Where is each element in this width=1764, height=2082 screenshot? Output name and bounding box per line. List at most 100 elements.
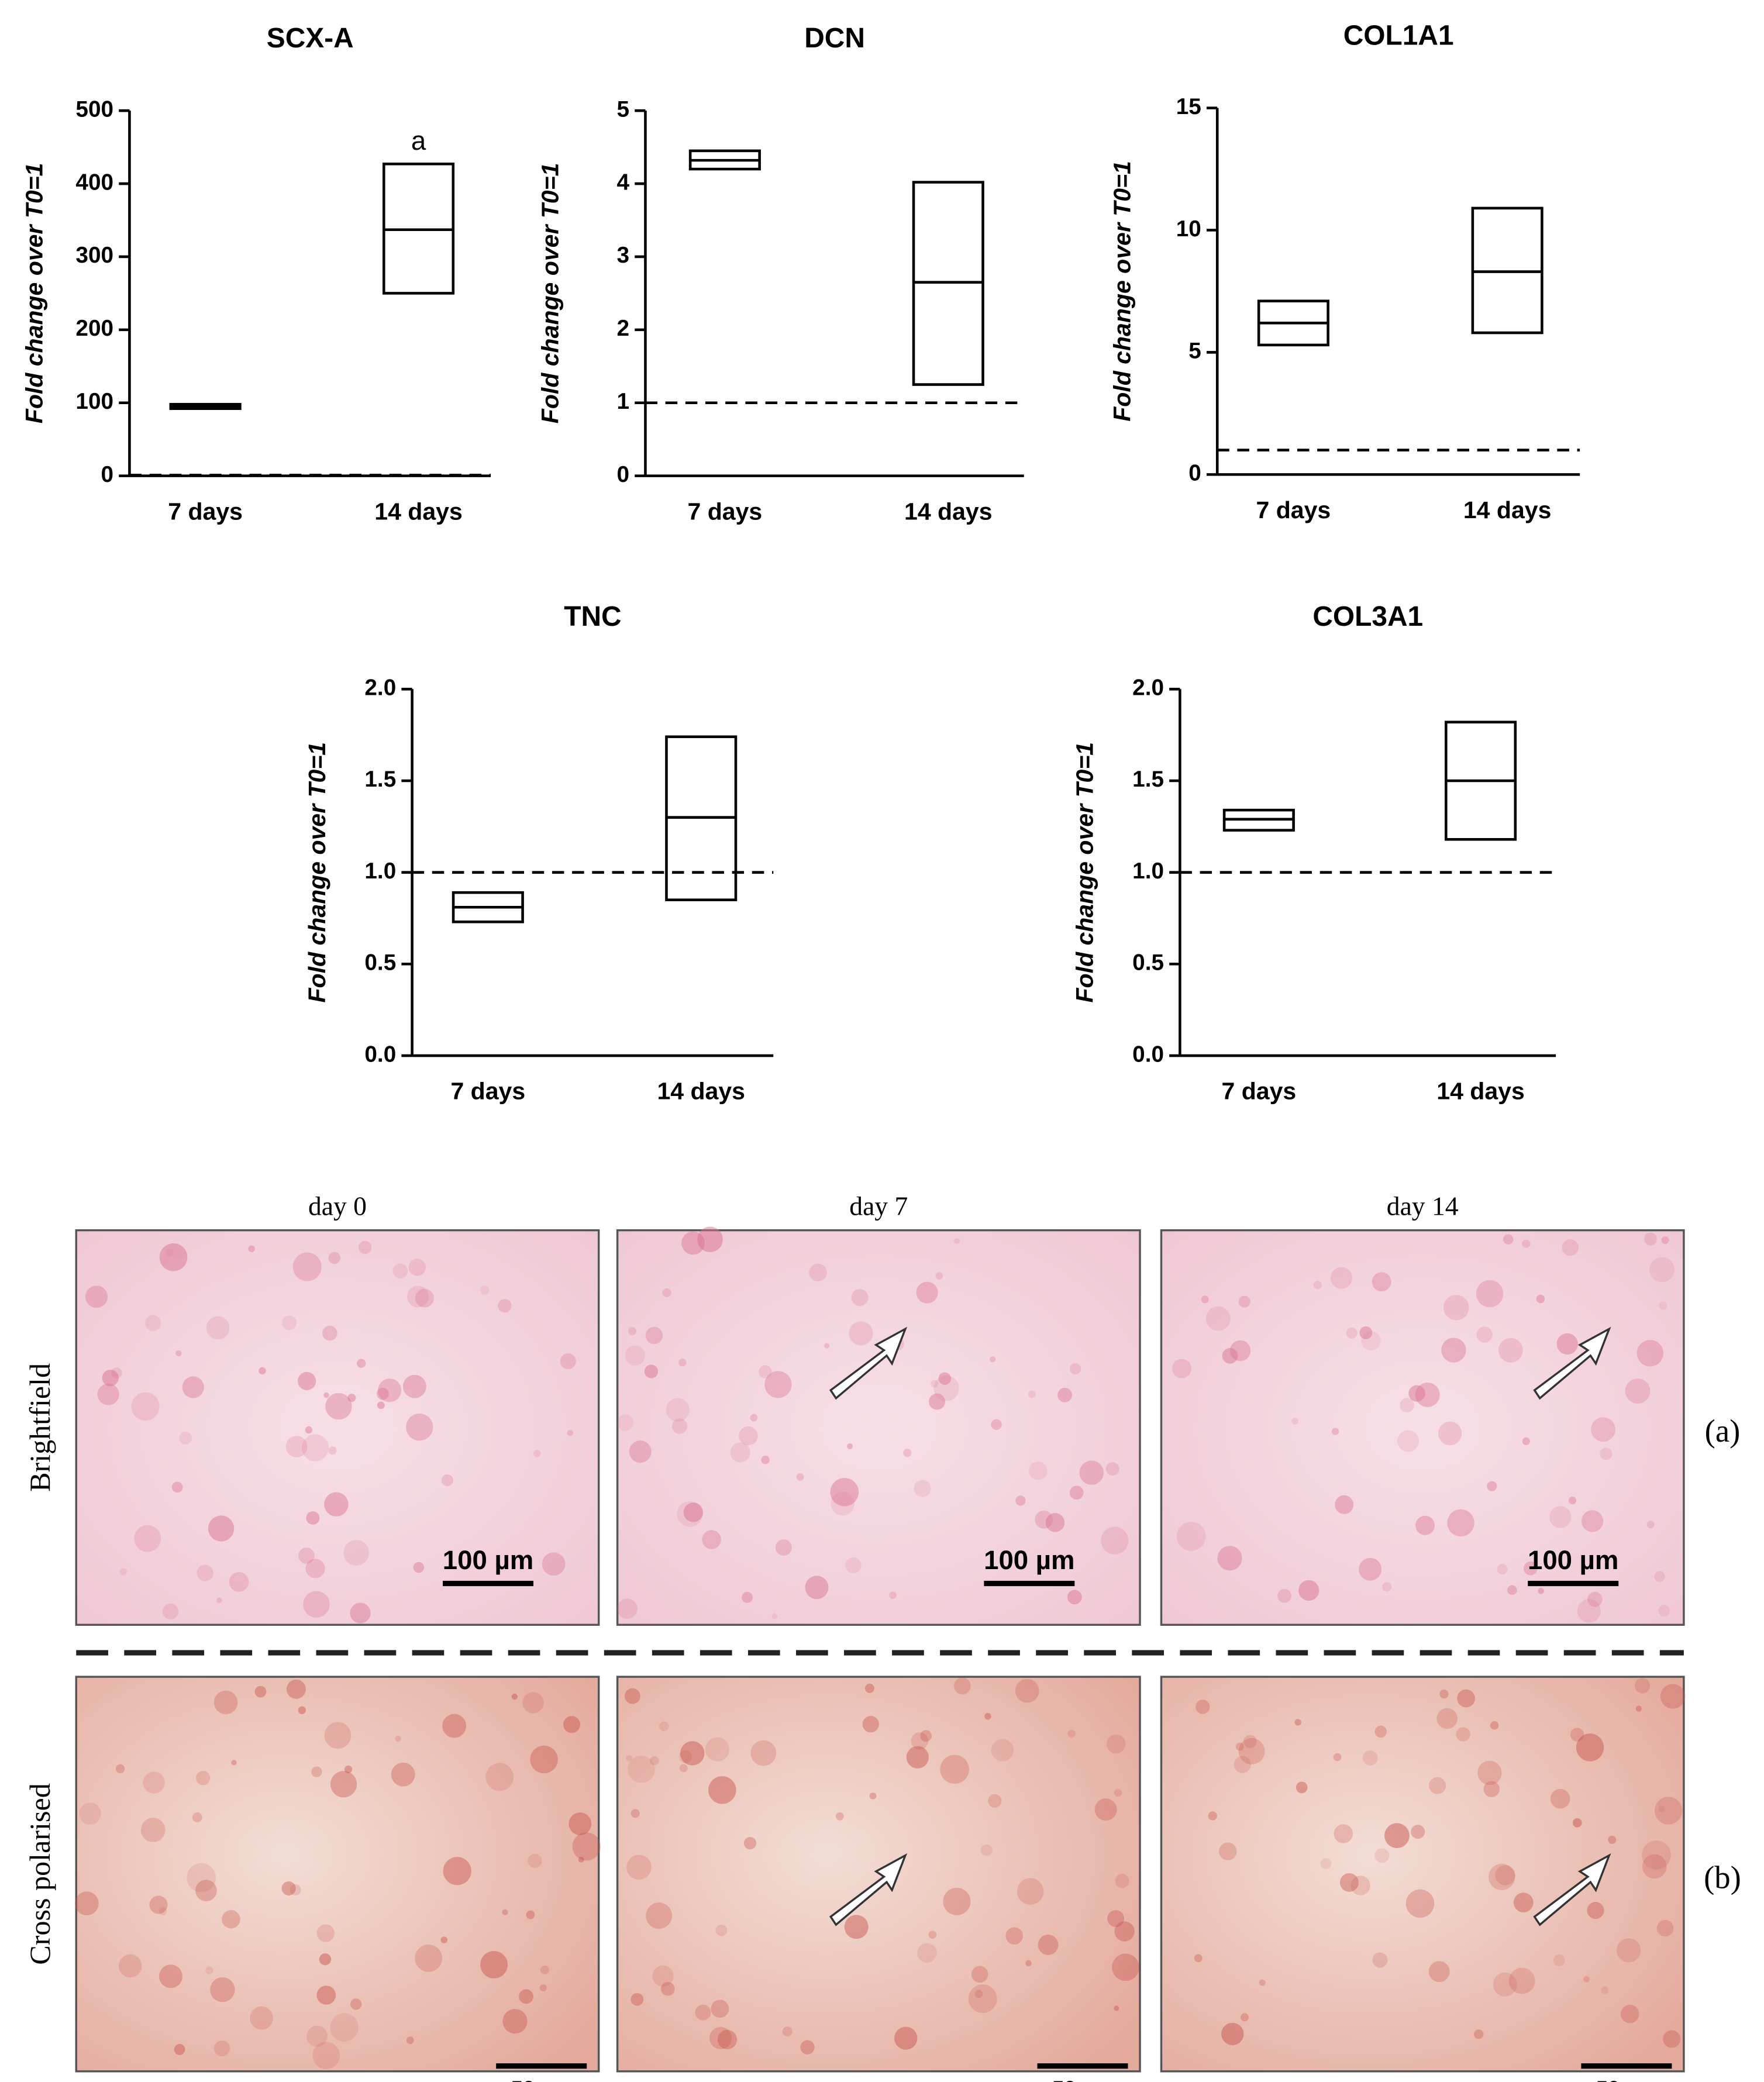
tissue-texture (1069, 1363, 1081, 1374)
tissue-texture (954, 1238, 960, 1245)
tissue-texture (1115, 1874, 1129, 1888)
tissue-texture (1221, 2022, 1244, 2046)
tissue-texture (851, 1289, 869, 1307)
tissue-texture (102, 1370, 119, 1387)
tissue-texture (1235, 1742, 1244, 1751)
tissue-texture (325, 1393, 352, 1420)
tissue-texture (406, 2036, 414, 2045)
tissue-texture (1238, 1738, 1265, 1764)
tissue-texture (305, 1426, 312, 1434)
tissue-texture (782, 2026, 793, 2037)
tissue-texture (1562, 1239, 1579, 1256)
tissue-texture (1576, 1733, 1604, 1762)
x-tick-label: 14 days (904, 498, 993, 525)
tissue-texture (1015, 1495, 1026, 1506)
tissue-texture (442, 1714, 467, 1738)
y-tick-label: 0 (617, 462, 630, 487)
tissue-texture (195, 1771, 211, 1785)
tissue-texture (1635, 1705, 1642, 1712)
tissue-texture (715, 1924, 728, 1936)
tissue-texture (569, 1812, 592, 1835)
tissue-texture (413, 1561, 425, 1573)
tissue-texture (1015, 1678, 1039, 1703)
tissue-texture (1107, 1734, 1126, 1754)
micrograph (616, 1229, 1141, 1626)
tissue-texture (928, 1931, 937, 1939)
tissue-texture (717, 2029, 738, 2050)
tissue-texture (800, 2040, 815, 2055)
tissue-texture (1447, 1509, 1474, 1537)
x-tick-label: 14 days (657, 1078, 745, 1105)
tissue-texture (1296, 1781, 1308, 1794)
tissue-texture (1219, 1842, 1237, 1860)
tissue-texture (347, 1394, 356, 1402)
tissue-texture (626, 1754, 632, 1762)
y-tick-label: 5 (1188, 339, 1201, 364)
tissue-texture (1600, 1447, 1613, 1460)
tissue-texture (530, 1745, 558, 1774)
tissue-texture (1601, 1986, 1609, 1994)
tissue-texture (533, 1449, 541, 1457)
tissue-texture (210, 1977, 235, 2002)
tissue-texture (395, 1735, 401, 1742)
tissue-texture (1350, 1876, 1370, 1895)
tissue-texture (988, 1794, 1002, 1808)
tissue-texture (697, 1226, 723, 1253)
x-tick-label: 7 days (450, 1078, 525, 1105)
tissue-texture (764, 1371, 792, 1398)
tissue-texture (1374, 1725, 1387, 1738)
tissue-texture (306, 2025, 328, 2047)
tissue-texture (1659, 1301, 1667, 1310)
tissue-texture (1658, 1806, 1665, 1813)
tissue-texture (644, 1364, 659, 1378)
tissue-texture (847, 1443, 853, 1449)
tissue-texture (1045, 1513, 1065, 1532)
tissue-texture (259, 1367, 266, 1375)
tissue-texture (328, 1252, 341, 1264)
arrow (829, 1853, 908, 1926)
tissue-texture (742, 1591, 753, 1603)
tissue-texture (1508, 1967, 1535, 1994)
tissue-texture (1654, 1797, 1683, 1825)
tissue-texture (119, 1568, 128, 1576)
tissue-texture (628, 1327, 636, 1336)
tissue-texture (319, 1953, 332, 1966)
tissue-texture (542, 1552, 566, 1576)
tissue-texture (115, 1764, 125, 1774)
tissue-texture (1577, 1599, 1601, 1623)
tissue-texture (1498, 1338, 1523, 1363)
chart-title: SCX-A (267, 23, 354, 54)
tissue-texture (560, 1353, 576, 1370)
y-tick-label: 1.5 (364, 767, 396, 792)
tissue-texture (1642, 1854, 1667, 1879)
column-header: day 0 (308, 1191, 367, 1221)
tissue-texture (1436, 1708, 1458, 1729)
tissue-texture (540, 1965, 549, 1974)
tissue-texture (1572, 1818, 1582, 1828)
tissue-texture (1205, 1306, 1231, 1331)
tissue-texture (911, 1732, 929, 1750)
row-tag: (b) (1704, 1859, 1741, 1895)
tissue-texture (131, 1392, 160, 1421)
tissue-texture (835, 1812, 844, 1821)
tissue-texture (519, 1989, 533, 2004)
micrograph (75, 1229, 600, 1626)
tissue-texture (1346, 1327, 1358, 1339)
tissue-texture (1067, 1729, 1076, 1738)
y-tick-label: 100 (75, 389, 113, 414)
tissue-texture (144, 1315, 161, 1332)
tissue-texture (1439, 1690, 1449, 1699)
tissue-texture (1277, 1589, 1291, 1603)
tissue-texture (350, 1602, 371, 1623)
tissue-texture (1397, 1430, 1419, 1452)
tissue-texture (845, 1557, 862, 1574)
tissue-texture (750, 1740, 777, 1766)
tissue-texture (1644, 1232, 1657, 1246)
tissue-texture (645, 1326, 663, 1345)
tissue-texture (743, 1836, 757, 1850)
tissue-texture (739, 1426, 758, 1446)
tissue-texture (659, 1721, 669, 1732)
tissue-texture (250, 2006, 273, 2030)
tissue-texture (282, 1315, 297, 1330)
